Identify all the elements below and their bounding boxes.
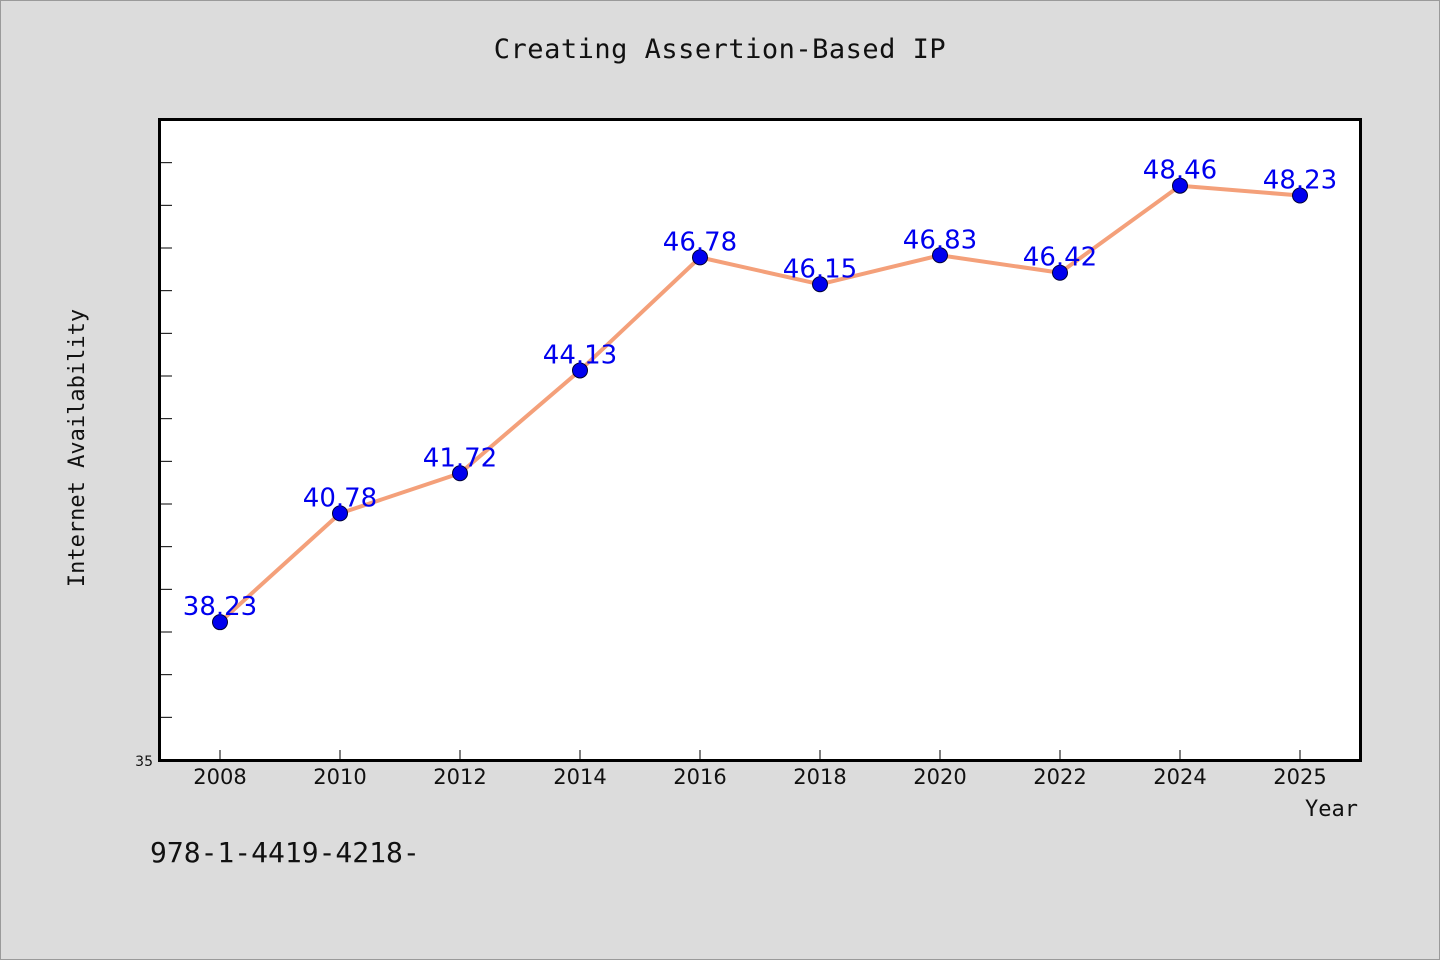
x-axis-label: Year — [1305, 797, 1358, 822]
data-label: 41.72 — [423, 443, 497, 473]
x-tick-label: 2024 — [1153, 765, 1206, 789]
data-point — [332, 505, 348, 522]
x-tick-label: 2012 — [433, 765, 486, 789]
x-tick-label: 2022 — [1033, 765, 1086, 789]
data-label: 44.13 — [543, 340, 617, 370]
footnote-text: 978-1-4419-4218- — [150, 836, 420, 869]
data-point — [1292, 187, 1308, 204]
series-group — [212, 177, 1308, 631]
x-axis-ticks: 2008 2010 2012 2014 2016 2018 2020 2022 2024 2025 — [193, 750, 1327, 789]
data-label: 38.23 — [183, 592, 257, 622]
data-point — [572, 362, 588, 379]
chart-title: Creating Assertion-Based IP — [493, 34, 947, 65]
x-tick-label: 2014 — [553, 765, 606, 789]
data-point — [812, 276, 828, 293]
x-tick-label: 2025 — [1273, 765, 1326, 789]
x-tick-label: 2008 — [193, 765, 246, 789]
x-tick-label: 2018 — [793, 765, 846, 789]
data-label: 48.23 — [1263, 166, 1337, 196]
data-label: 46.15 — [783, 254, 857, 284]
series-line — [218, 183, 1302, 625]
data-point — [212, 614, 228, 631]
x-tick-label: 2016 — [673, 765, 726, 789]
x-tick-label: 2010 — [313, 765, 366, 789]
y-axis-label: Internet Availability — [65, 309, 90, 587]
data-label: 48.46 — [1143, 156, 1217, 186]
data-label: 46.42 — [1023, 243, 1097, 273]
plot-area — [158, 118, 1362, 762]
data-labels-group: 38.23 40.78 41.72 44.13 46.78 46.15 46.83 46.42… — [183, 156, 1337, 622]
data-point — [932, 247, 948, 264]
data-point — [1172, 177, 1188, 194]
y-axis-ticks — [160, 162, 172, 718]
y-tick-label-min: 35 — [135, 754, 153, 770]
data-point — [692, 249, 708, 266]
data-label: 40.78 — [303, 483, 377, 513]
data-label: 46.83 — [903, 225, 977, 255]
data-label: 46.78 — [663, 227, 737, 257]
data-point — [452, 465, 468, 482]
data-point — [1052, 264, 1068, 281]
x-tick-label: 2020 — [913, 765, 966, 789]
